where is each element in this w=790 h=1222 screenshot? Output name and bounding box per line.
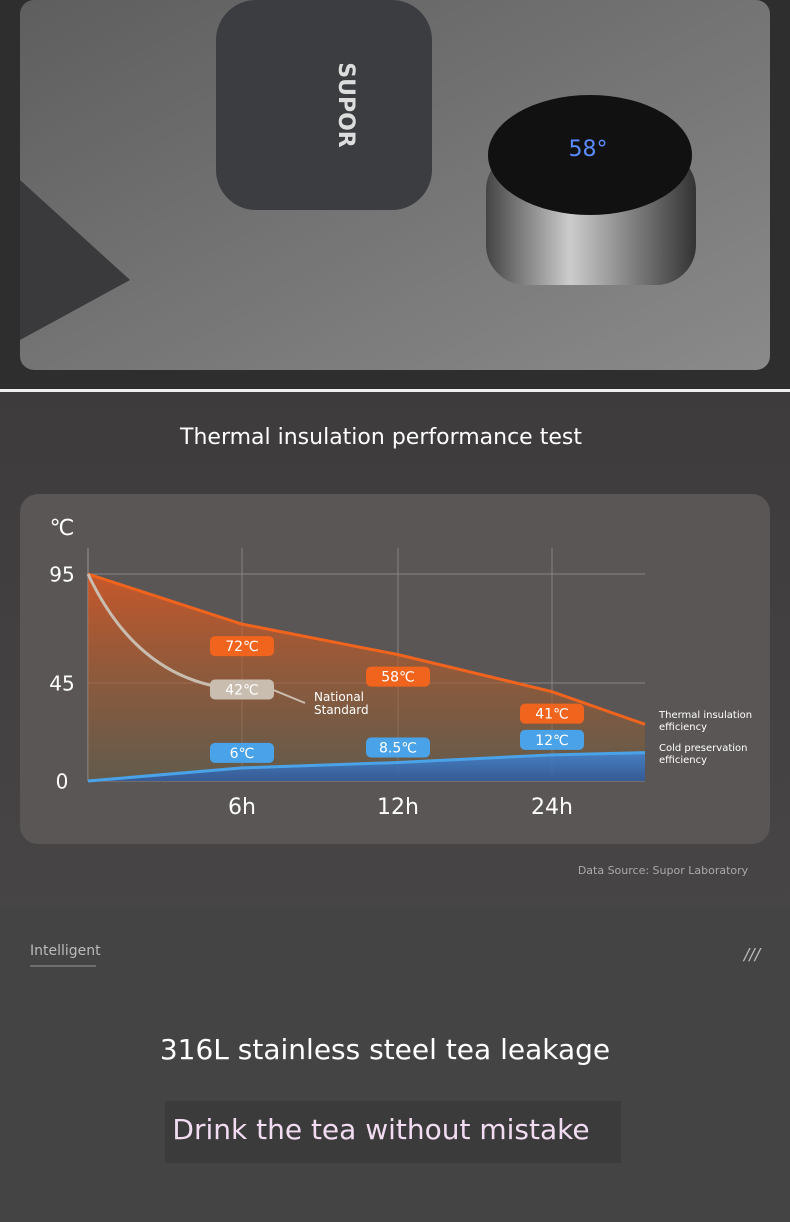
value-pill: [210, 679, 274, 700]
lid-top: [488, 95, 692, 215]
value-pill: [210, 636, 274, 657]
value-label: 41℃: [535, 707, 569, 723]
feature-section: [0, 907, 790, 1222]
subheading: Drink the tea without mistake: [172, 1113, 589, 1146]
value-pill: [520, 703, 584, 724]
source: Data Source: Supor Laboratory: [578, 864, 749, 877]
laptop: [20, 180, 130, 340]
bottle: [216, 0, 432, 210]
divider: [0, 389, 790, 392]
series-line: [87, 572, 646, 726]
y-tick-label: 95: [49, 563, 74, 587]
value-pill: [366, 737, 430, 758]
x-tick-label: 12h: [377, 795, 419, 820]
legend-entry: Cold preservation efficiency: [659, 743, 748, 766]
brand: SUPOR: [333, 62, 358, 148]
value-label: 42℃: [225, 682, 259, 698]
value-pill: [520, 729, 584, 750]
value-label: 58℃: [381, 670, 415, 686]
value-label: 6℃: [230, 746, 255, 762]
x-tick-label: 24h: [531, 795, 573, 820]
x-tick-label: 6h: [228, 795, 256, 820]
leader: [271, 688, 306, 704]
value-label: 8.5℃: [379, 740, 417, 756]
area: [88, 752, 645, 781]
value-pill: [366, 666, 430, 687]
y-label: ℃: [50, 516, 75, 541]
display: 58°: [569, 137, 608, 162]
tag: Intelligent: [30, 943, 101, 959]
value-pill: [210, 742, 274, 763]
value-label: 12℃: [535, 733, 569, 749]
y-tick-label: 0: [56, 770, 69, 794]
y-tick-label: 45: [49, 671, 74, 695]
legend-entry: Thermal insulation efficiency: [659, 710, 753, 733]
mark: ///: [742, 945, 762, 964]
section-title: Thermal insulation performance test: [179, 425, 582, 450]
sub-bg: [165, 1101, 621, 1163]
series-line: [87, 751, 646, 783]
heading: 316L stainless steel tea leakage: [160, 1033, 610, 1066]
value-label: 72℃: [225, 639, 259, 655]
legend-entry: National Standard: [314, 690, 369, 717]
